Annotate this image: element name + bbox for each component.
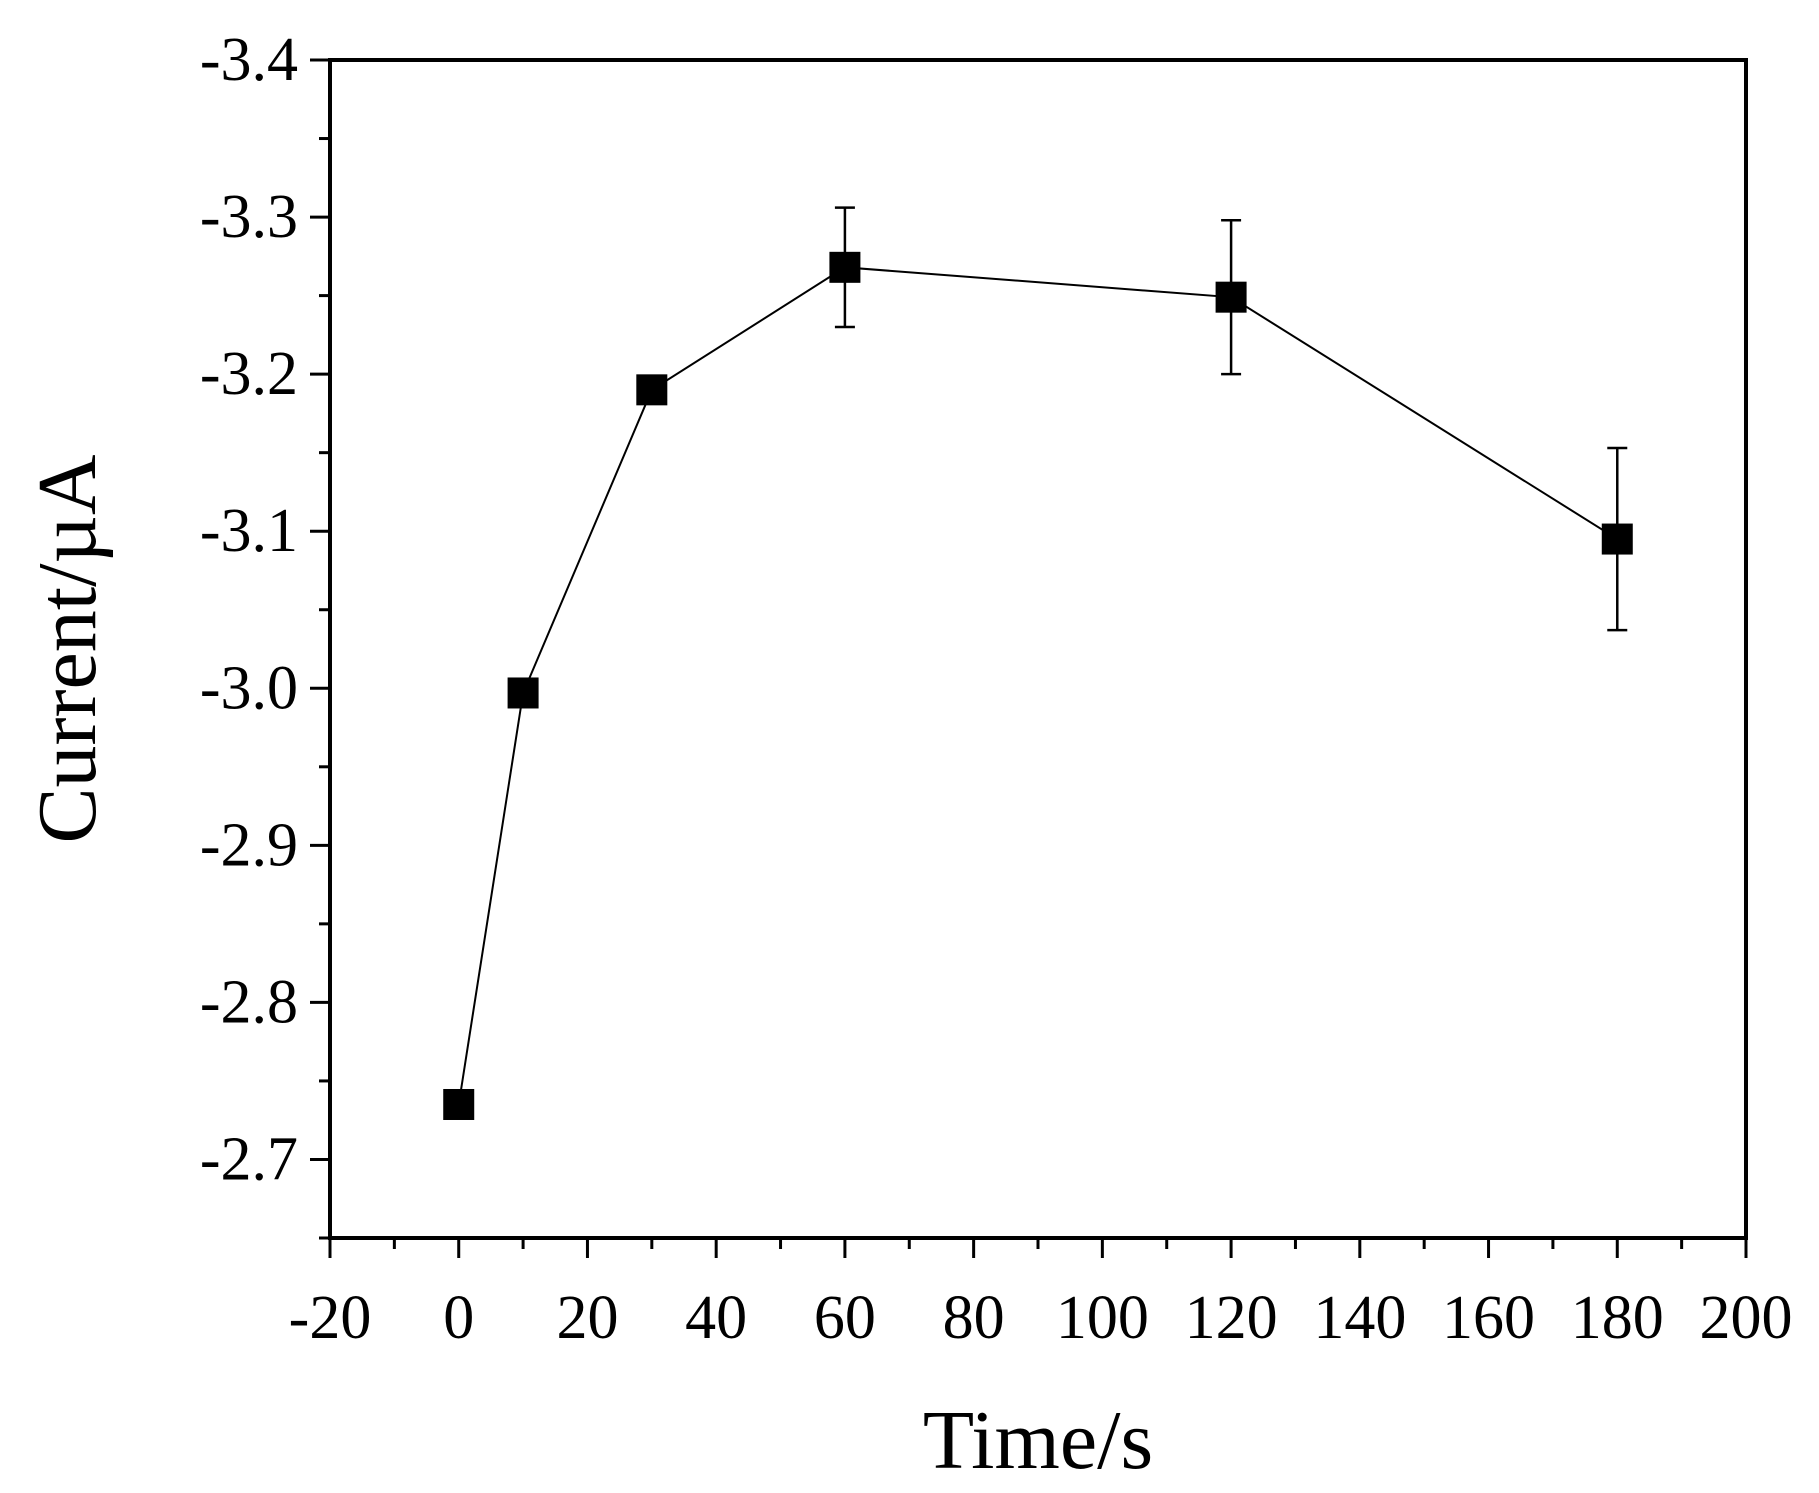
x-tick-label: 40 [685,1284,747,1352]
y-tick-label: -2.8 [200,968,298,1036]
x-tick-label: 120 [1185,1284,1278,1352]
data-point-marker [443,1088,475,1120]
series-line [457,266,1618,1105]
data-point-marker [1601,523,1633,555]
plot-frame [328,58,1748,1240]
y-tick-label: -2.9 [200,811,298,879]
y-tick-label: -3.4 [200,26,298,94]
series-layer [443,206,1633,1120]
x-tick-label: 20 [556,1284,618,1352]
x-tick-label: 0 [443,1284,474,1352]
data-point-marker [636,374,668,406]
y-axis-title: Current/µA [21,454,114,843]
x-tick-label: 140 [1313,1284,1406,1352]
ticks-layer: -20 0 20 40 60 80 100 120 140 160 180 200 -2.7 -2.8 -2… [200,26,1793,1352]
y-tick-label: -3.1 [200,497,298,565]
x-tick-label: 100 [1056,1284,1149,1352]
y-tick-label: -3.0 [200,654,298,722]
data-point-marker [829,251,861,283]
data-point-marker [1215,281,1247,313]
x-tick-label: 180 [1571,1284,1664,1352]
data-point-marker [507,677,539,709]
x-tick-label: 60 [814,1284,876,1352]
x-tick-label: 80 [943,1284,1005,1352]
y-tick-label: -3.3 [200,183,298,251]
y-tick-label: -2.7 [200,1125,298,1193]
y-tick-label: -3.2 [200,340,298,408]
x-tick-label: 160 [1442,1284,1535,1352]
x-axis-title: Time/s [923,1394,1153,1487]
x-tick-label: 200 [1700,1284,1793,1352]
x-tick-label: -20 [289,1284,372,1352]
